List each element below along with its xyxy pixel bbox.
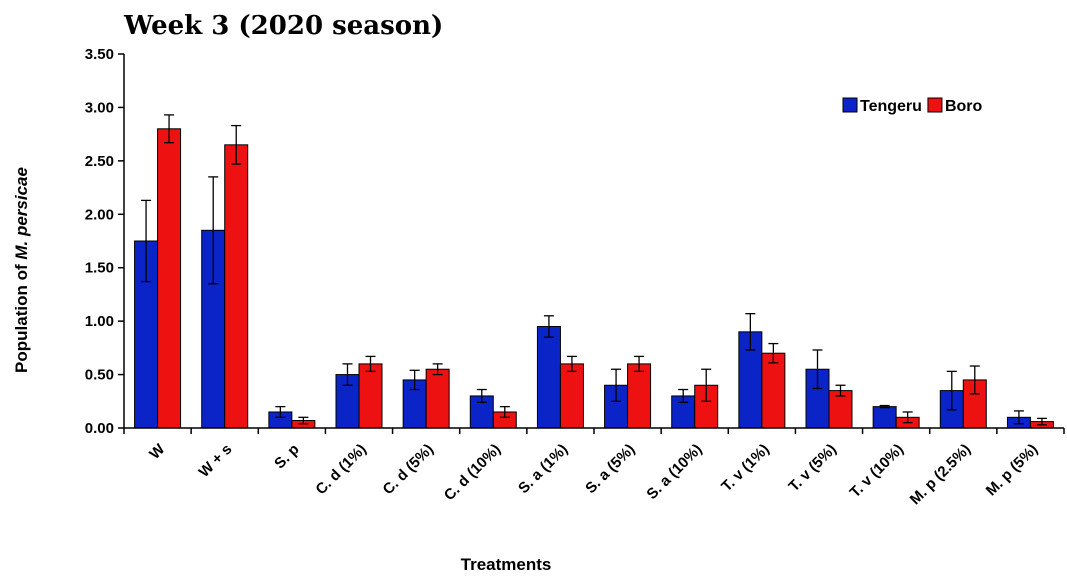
legend-item-boro: Boro	[927, 97, 983, 115]
x-axis-label: Treatments	[461, 555, 552, 574]
bar-tengeru	[872, 406, 897, 429]
error-bar	[611, 368, 622, 402]
error-bar	[499, 405, 510, 418]
x-tick-label: C. d (5%)	[380, 441, 437, 498]
y-axis-ticks: 0.00 0.50 1.00 1.50 2.00 2.50 3.00 3.50	[85, 46, 124, 437]
error-bar	[275, 405, 286, 418]
error-bar	[902, 411, 913, 424]
legend: Tengeru Boro	[842, 97, 983, 115]
error-bar	[476, 388, 487, 404]
bar-tengeru	[536, 325, 561, 429]
x-tick-label: S. a (1%)	[515, 441, 571, 497]
error-bar	[879, 404, 890, 409]
error-bar	[768, 342, 779, 364]
y-tick-label: 3.00	[85, 99, 114, 116]
bar-boro	[157, 128, 182, 429]
error-bar	[835, 384, 846, 397]
chart-title: Week 3 (2020 season)	[123, 11, 443, 41]
x-tick-label: C. d (10%)	[441, 441, 504, 504]
y-tick-label: 0.50	[85, 367, 114, 384]
error-bar	[969, 365, 980, 395]
bar-boro	[358, 363, 383, 429]
error-bar	[634, 355, 645, 373]
error-bar	[1036, 417, 1047, 426]
error-bar	[409, 369, 420, 391]
error-bar	[745, 313, 756, 351]
x-tick-label: M. p (5%)	[983, 441, 1042, 500]
y-axis-label-prefix: Population of	[12, 260, 31, 373]
x-tick-label: T. v (5%)	[785, 441, 839, 495]
error-bar	[298, 416, 309, 425]
y-axis-label-italic: M. persicae	[12, 167, 31, 260]
error-bar	[365, 355, 376, 373]
error-bar	[701, 368, 712, 402]
bar-boro	[425, 368, 450, 429]
error-bar	[566, 355, 577, 373]
bars	[134, 128, 1054, 429]
x-tick-label: W	[146, 440, 169, 463]
y-tick-label: 1.00	[85, 313, 114, 330]
x-tick-label: C. d (1%)	[312, 441, 369, 498]
error-bar	[432, 363, 443, 376]
y-axis-label: Population of M. persicae	[12, 167, 31, 373]
x-tick-label: T. v (10%)	[847, 441, 907, 501]
x-tick-label: M. p (2.5%)	[907, 441, 974, 508]
y-tick-label: 3.50	[85, 46, 114, 63]
bar-boro	[761, 352, 786, 429]
error-bar	[946, 370, 957, 411]
error-bar	[141, 199, 152, 283]
legend-swatch	[842, 97, 858, 113]
error-bar	[543, 315, 554, 338]
error-bar	[208, 176, 219, 285]
error-bar	[342, 363, 353, 386]
legend-swatch	[927, 97, 943, 113]
legend-label: Tengeru	[860, 98, 922, 115]
axes	[123, 54, 1064, 429]
y-tick-label: 1.50	[85, 260, 114, 277]
error-bars	[141, 114, 1047, 426]
x-tick-label: T. v (1%)	[718, 441, 772, 495]
bar-boro	[627, 363, 652, 429]
error-bar	[164, 114, 175, 144]
y-tick-label: 2.00	[85, 206, 114, 223]
x-tick-label: W + s	[196, 441, 236, 481]
legend-item-tengeru: Tengeru	[842, 97, 922, 115]
y-tick-label: 2.50	[85, 153, 114, 170]
bar-boro	[559, 363, 584, 429]
y-tick-label: 0.00	[85, 420, 114, 437]
bar-boro	[224, 144, 249, 429]
x-tick-label: S. p	[271, 441, 302, 472]
x-tick-label: S. a (5%)	[582, 441, 638, 497]
legend-label: Boro	[945, 98, 983, 115]
error-bar	[678, 388, 689, 404]
error-bar	[231, 124, 242, 165]
error-bar	[812, 349, 823, 390]
error-bar	[1013, 410, 1024, 425]
x-tick-label: S. a (10%)	[643, 441, 705, 503]
